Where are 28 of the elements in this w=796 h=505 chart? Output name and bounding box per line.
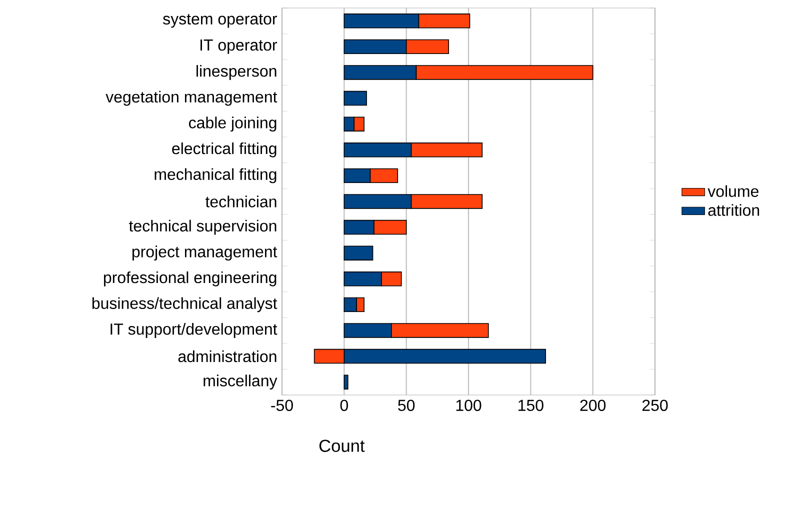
y-tick-label: mechanical fitting bbox=[154, 168, 276, 184]
y-tick-label: cable joining bbox=[189, 116, 276, 132]
y-tick-label: professional engineering bbox=[104, 271, 276, 286]
y-tick-label: miscellany bbox=[204, 374, 278, 390]
x-tick-label: 200 bbox=[580, 400, 606, 412]
y-tick-label: technician bbox=[205, 196, 276, 208]
y-tick-label: technical supervision bbox=[129, 220, 276, 235]
y-tick-label: electrical fitting bbox=[172, 142, 276, 158]
y-tick-label: IT operator bbox=[200, 40, 278, 54]
y-tick-label: vegetation management bbox=[106, 90, 278, 106]
x-tick-label: 0 bbox=[340, 400, 348, 412]
bar bbox=[344, 374, 348, 390]
x-tick-label: 100 bbox=[456, 400, 482, 412]
y-tick-label: project management bbox=[132, 246, 278, 261]
y-tick-label: system operator bbox=[163, 14, 277, 28]
bar bbox=[344, 246, 374, 260]
legend-label: volume bbox=[708, 185, 758, 197]
y-tick-label: linesperson bbox=[196, 65, 276, 80]
y-tick-label: administration bbox=[178, 350, 276, 362]
bar bbox=[344, 90, 367, 106]
x-axis-title: Count bbox=[319, 440, 365, 452]
y-tick-label: business/technical analyst bbox=[92, 297, 278, 312]
x-tick-label: 150 bbox=[518, 400, 544, 412]
legend-label: attrition bbox=[708, 204, 760, 216]
x-tick-label: -50 bbox=[271, 400, 293, 412]
y-tick-label: IT support/development bbox=[110, 323, 278, 338]
x-tick-label: 250 bbox=[642, 400, 668, 412]
x-tick-label: 50 bbox=[398, 400, 415, 412]
